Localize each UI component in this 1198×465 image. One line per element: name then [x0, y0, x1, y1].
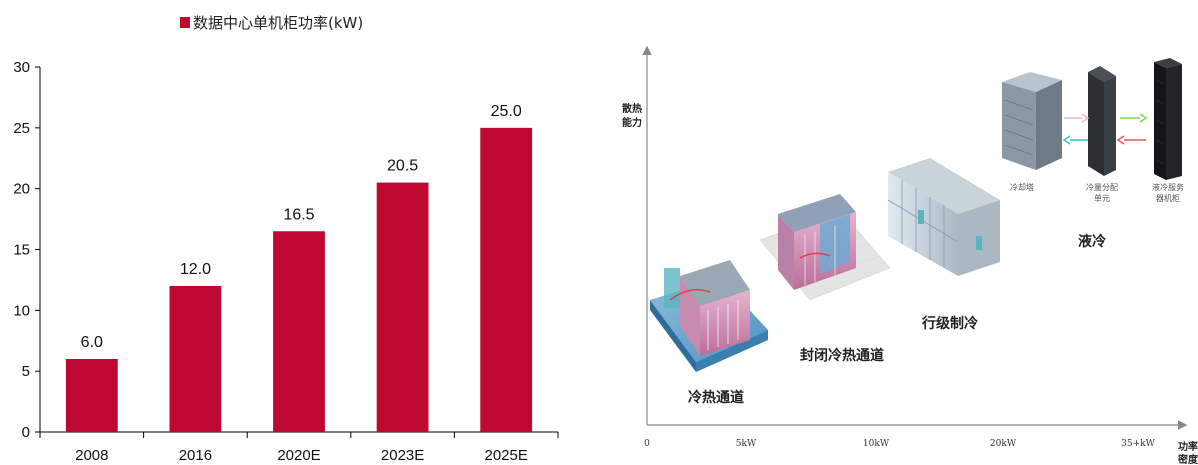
- bar-value-label: 12.0: [180, 261, 211, 278]
- legend-swatch: [180, 17, 190, 28]
- diagram-y-axis-label-line2: 能力: [622, 116, 642, 129]
- cdu-icon: [1088, 66, 1116, 176]
- stage-closed-aisle: 封闭冷热通道: [759, 194, 891, 364]
- diagram-x-axis-label-line2: 密度: [1178, 453, 1198, 465]
- y-tick-label: 30: [13, 59, 30, 76]
- flow-arrow-red-left: [1116, 135, 1146, 145]
- y-tick-label: 15: [13, 242, 30, 259]
- diagram-tick-0: 0: [644, 439, 650, 449]
- bar-2016: [169, 286, 222, 432]
- stage-liquid-cooling: 冷却塔 冷量分配 单元 液冷服务 器机柜: [1002, 58, 1184, 250]
- x-tick-label: 2025E: [485, 447, 528, 464]
- bar-2025E: [480, 127, 533, 432]
- stage-hot-cold-aisle: 冷热通道: [650, 260, 768, 406]
- cooling-evolution-diagram: 散热 能力 功率 密度 0 5kW 10kW 20kW 35+kW 冷热通道: [622, 45, 1198, 465]
- diagram-tick-20kw: 20kW: [990, 439, 1017, 449]
- cooling-tower-icon: [1002, 72, 1062, 170]
- bars: 6.0 12.0 16.5 20.5 25.0: [65, 103, 533, 432]
- y-tick-label: 20: [13, 181, 30, 198]
- y-tick-label: 10: [13, 302, 30, 319]
- label-cooling-tower: 冷却塔: [1010, 182, 1034, 192]
- legend-label: 数据中心单机柜功率(kW): [193, 14, 363, 32]
- diagram-tick-35kw: 35+kW: [1121, 439, 1155, 449]
- bar-value-label: 16.5: [283, 206, 314, 223]
- bar-value-label: 20.5: [387, 158, 418, 175]
- flow-arrow-green-right: [1120, 113, 1148, 123]
- stage-row-cooling: 行级制冷: [887, 158, 1000, 332]
- y-tick-label: 5: [22, 363, 30, 380]
- bar-value-label: 25.0: [491, 103, 522, 120]
- flow-arrow-cyan-left: [1062, 135, 1088, 145]
- diagram-tick-10kw: 10kW: [863, 439, 890, 449]
- label-server-line2: 器机柜: [1156, 193, 1180, 203]
- x-tick-label: 2020E: [277, 447, 320, 464]
- y-tick-label: 25: [13, 120, 30, 137]
- label-cdu-line1: 冷量分配: [1086, 182, 1118, 192]
- x-tick-label: 2016: [179, 447, 212, 464]
- flow-arrow-pink-right: [1064, 113, 1090, 123]
- x-axis: 2008 2016 2020E 2023E 2025E: [39, 431, 559, 464]
- diagram-y-axis-label-line1: 散热: [622, 102, 642, 115]
- x-tick-label: 2008: [75, 447, 108, 464]
- y-tick-label: 0: [22, 424, 30, 441]
- stage-label-closed-aisle: 封闭冷热通道: [800, 347, 884, 364]
- diagram-tick-5kw: 5kW: [736, 439, 757, 449]
- liquid-server-rack-icon: [1154, 58, 1182, 180]
- stage-label-row-cooling: 行级制冷: [921, 315, 978, 332]
- stage-label-liquid-cooling: 液冷: [1078, 233, 1106, 250]
- bar-2020E: [273, 231, 325, 432]
- x-tick-label: 2023E: [381, 447, 424, 464]
- bar-value-label: 6.0: [81, 334, 103, 351]
- diagram-x-axis-label-line1: 功率: [1178, 440, 1198, 453]
- label-server-line1: 液冷服务: [1152, 182, 1184, 192]
- bar-2023E: [376, 182, 429, 432]
- bar-chart: 数据中心单机柜功率(kW) 0 5 10 15 20 25 30 2008 2016 2020E…: [13, 14, 559, 464]
- label-cdu-line2: 单元: [1094, 193, 1110, 203]
- bar-2008: [65, 359, 118, 432]
- y-axis: 0 5 10 15 20 25 30: [13, 59, 41, 441]
- stage-label-hot-cold-aisle: 冷热通道: [688, 389, 744, 406]
